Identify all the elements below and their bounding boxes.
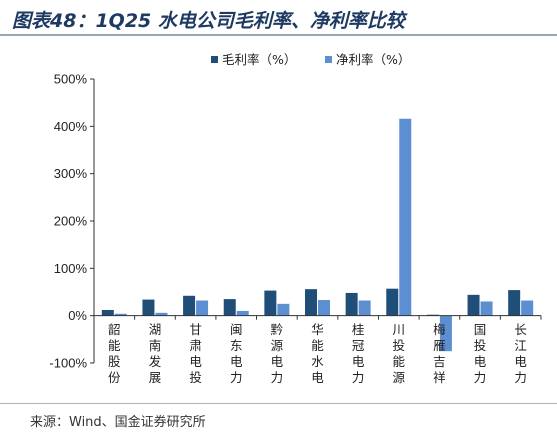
bar-gross-3: [183, 295, 196, 316]
legend-label-2: 净利率（%）: [336, 52, 410, 67]
chart-title: 图表48：1Q25 水电公司毛利率、净利率比较: [12, 10, 405, 32]
bar-gross-6: [305, 289, 317, 316]
y-tick-label: 500%: [54, 72, 88, 87]
bar-gross-5: [264, 290, 277, 316]
bar-chart: 毛利率（%） 净利率（%） -100% 0% 100% 200% 300% 400% 500%…: [49, 52, 542, 385]
bar-net-5: [277, 303, 290, 316]
x-category-label: 华能水电: [311, 322, 324, 385]
source-note: 来源：Wind、国金证券研究所: [30, 415, 206, 430]
x-category-label: 韶能股份: [108, 322, 121, 385]
legend-swatch-2: [325, 56, 332, 63]
x-category-label: 桂冠电力: [352, 322, 365, 385]
bar-net-8: [399, 118, 412, 316]
bar-net-2: [155, 312, 168, 316]
x-category-label: 闽东电力: [230, 322, 243, 385]
bar-net-7: [358, 300, 371, 316]
y-axis: -100% 0% 100% 200% 300% 400% 500%: [49, 72, 95, 371]
bar-net-10: [480, 301, 493, 316]
x-category-label: 国投电力: [474, 322, 487, 385]
x-category-label: 长江电力: [514, 322, 527, 385]
title-divider: [0, 34, 557, 36]
legend-label-1: 毛利率（%）: [222, 52, 296, 67]
bar-gross-11: [508, 290, 521, 316]
legend-swatch-1: [211, 56, 218, 63]
bar-gross-2: [142, 299, 155, 316]
y-tick-label: 0%: [68, 308, 87, 323]
x-category-label: 梅雁吉祥: [433, 322, 446, 385]
y-tick-label: 400%: [54, 119, 88, 134]
bars: [101, 118, 534, 352]
bar-net-4: [236, 310, 249, 316]
y-tick-label: 200%: [54, 214, 88, 229]
bar-net-11: [521, 300, 534, 316]
x-category-label: 湖南发展: [149, 322, 162, 385]
bar-net-3: [196, 300, 209, 316]
bar-gross-10: [467, 294, 480, 316]
bar-gross-8: [386, 288, 399, 316]
y-tick-label: 300%: [54, 166, 88, 181]
source-divider: [0, 403, 557, 404]
x-category-label: 川投能源: [393, 322, 406, 385]
y-tick-label: -100%: [49, 356, 87, 371]
bar-gross-4: [223, 299, 236, 316]
legend: 毛利率（%） 净利率（%）: [211, 52, 410, 67]
bar-gross-1: [101, 309, 114, 316]
bar-net-1: [114, 313, 127, 316]
x-category-label: 甘肃电投: [189, 322, 202, 385]
bar-net-9: [439, 315, 452, 352]
bar-gross-7: [345, 292, 358, 316]
x-axis: 韶能股份 湖南发展 甘肃电投 闽东电力 黔源电力 华能水电 桂冠电力 川投能源 梅雁吉祥 国投电力…: [93, 315, 542, 385]
y-tick-label: 100%: [54, 261, 88, 276]
x-category-label: 黔源电力: [271, 322, 284, 385]
bar-net-6: [318, 300, 330, 316]
